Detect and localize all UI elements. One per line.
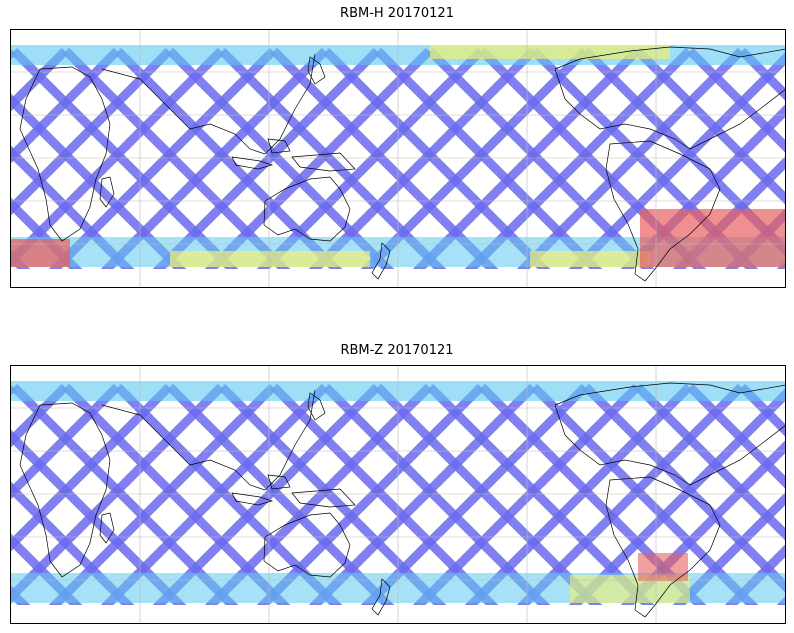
coastline-path <box>371 242 391 280</box>
coastline-path <box>231 156 274 170</box>
coastline-path <box>605 140 721 282</box>
coastline-path <box>605 476 721 618</box>
coastline-path <box>19 66 111 242</box>
orbit-track <box>10 383 173 553</box>
orbit-track <box>686 383 786 490</box>
coastline-path <box>101 53 316 155</box>
gridlines <box>10 365 786 624</box>
coastline-path <box>263 512 351 578</box>
south-anomaly <box>640 209 786 267</box>
coastline-path <box>554 46 786 150</box>
orbit-track <box>10 383 69 449</box>
map-frame <box>10 29 786 288</box>
coastline-path <box>267 474 291 490</box>
coastline-path <box>291 152 356 172</box>
map-frame <box>10 365 786 624</box>
coastline-path <box>19 402 111 578</box>
coastlines <box>19 382 786 618</box>
orbit-track <box>10 47 69 113</box>
swath-layer <box>10 45 786 288</box>
coastline-path <box>263 176 351 242</box>
coastlines <box>19 46 786 282</box>
gridlines <box>10 29 786 288</box>
coastline-path <box>99 176 115 208</box>
coastline-path <box>101 389 316 491</box>
coastline-path <box>307 56 326 85</box>
satellite-track-map-rbm-z <box>10 365 786 624</box>
coastline-path <box>371 578 391 616</box>
coastline-path <box>307 392 326 421</box>
orbit-track <box>686 47 786 154</box>
orbit-track <box>10 383 225 605</box>
south-anomaly <box>10 239 70 267</box>
north-anomaly <box>430 45 670 59</box>
coastline-path <box>267 138 291 154</box>
coastline-path <box>99 512 115 544</box>
south-anomaly <box>638 553 688 581</box>
coastline-path <box>291 488 356 508</box>
orbit-track <box>10 47 173 217</box>
satellite-track-map-rbm-h <box>10 29 786 288</box>
coastline-path <box>231 492 274 506</box>
panel-title-rbm-h: RBM-H 20170121 <box>340 6 454 21</box>
orbit-track <box>10 383 121 501</box>
south-anomaly <box>170 251 370 267</box>
south-anomaly <box>530 251 650 267</box>
orbit-track <box>10 47 225 269</box>
panel-title-rbm-z: RBM-Z 20170121 <box>340 343 454 358</box>
orbit-track <box>10 47 121 165</box>
coastline-path <box>554 382 786 486</box>
